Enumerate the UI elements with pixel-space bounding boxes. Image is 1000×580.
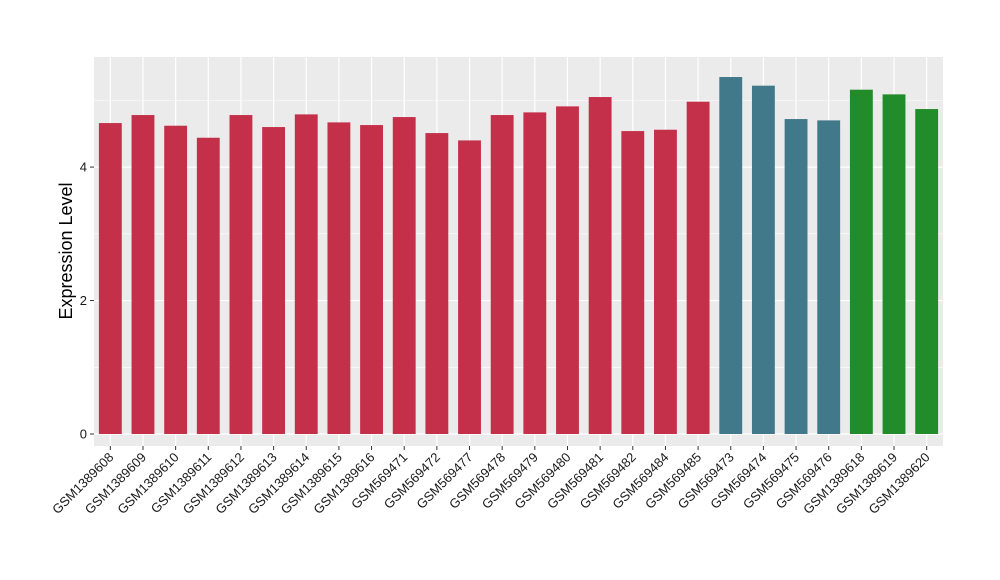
bar-GSM1389620 [915, 109, 939, 434]
y-tick-label: 2 [80, 293, 87, 308]
bar-GSM569472 [425, 133, 449, 434]
x-axis: GSM1389608GSM1389609GSM1389610GSM1389611… [49, 446, 933, 517]
bar-GSM1389614 [294, 114, 318, 434]
bar-GSM1389612 [229, 115, 253, 434]
bar-GSM1389619 [882, 94, 906, 434]
bars [98, 77, 939, 434]
bar-GSM1389608 [98, 123, 122, 434]
bar-GSM569480 [556, 106, 579, 434]
y-tick-label: 4 [80, 160, 87, 175]
bar-GSM569479 [523, 112, 547, 434]
plot-panel [94, 57, 943, 446]
bar-GSM569471 [392, 117, 416, 434]
bar-GSM1389618 [849, 89, 873, 434]
bar-GSM1389615 [327, 122, 351, 434]
bar-GSM1389610 [164, 125, 188, 434]
bar-GSM569477 [458, 140, 481, 434]
bar-GSM569482 [621, 131, 645, 434]
y-axis-title: Expression Level [56, 182, 76, 319]
bar-GSM569481 [588, 97, 612, 434]
bar-GSM569484 [654, 129, 677, 434]
bar-GSM1389611 [196, 137, 220, 434]
y-tick-label: 0 [80, 426, 87, 441]
bar-GSM1389616 [360, 125, 383, 434]
bar-GSM1389613 [262, 127, 286, 434]
bar-GSM1389609 [131, 115, 155, 434]
bar-GSM569473 [719, 77, 743, 434]
y-axis: 0 2 4 [80, 160, 94, 441]
bar-GSM569485 [686, 101, 710, 434]
bar-GSM569474 [751, 85, 775, 434]
bar-GSM569476 [817, 120, 841, 434]
bar-GSM569475 [784, 119, 808, 434]
bar-GSM569478 [490, 115, 514, 434]
